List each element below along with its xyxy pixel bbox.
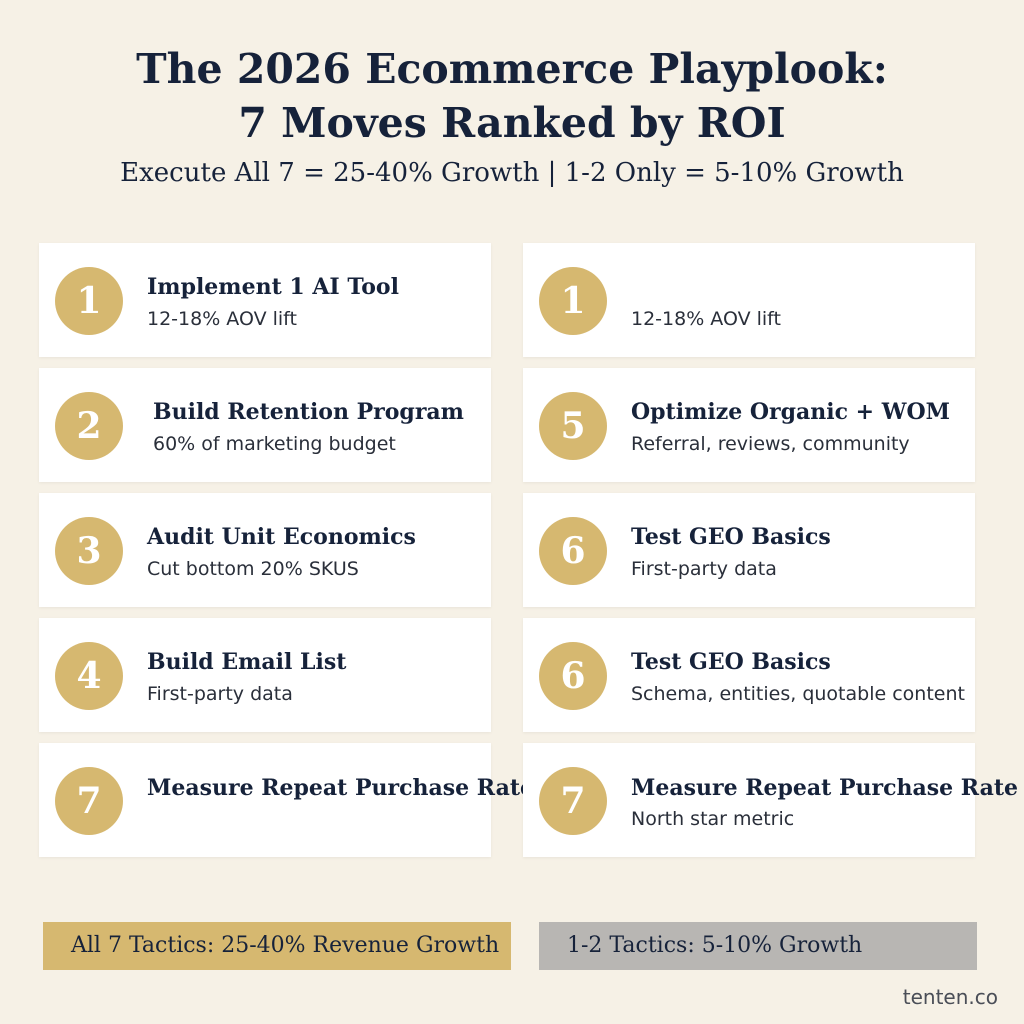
tactic-card-left-1: 1 Implement 1 AI Tool 12-18% AOV lift <box>39 243 491 357</box>
rank-badge: 7 <box>539 767 607 835</box>
tactic-description: 12-18% AOV lift <box>631 308 781 330</box>
rank-badge: 5 <box>539 392 607 460</box>
rank-badge: 4 <box>55 642 123 710</box>
title-line-2: 7 Moves Ranked by ROI <box>238 99 786 147</box>
tactic-title: Audit Unit Economics <box>147 524 416 550</box>
tactic-card-right-4: 6 Test GEO Basics Schema, entities, quot… <box>523 618 975 732</box>
tactic-card-left-4: 4 Build Email List First-party data <box>39 618 491 732</box>
tactic-description: 12-18% AOV lift <box>147 308 297 330</box>
tactic-card-left-3: 3 Audit Unit Economics Cut bottom 20% SK… <box>39 493 491 607</box>
tactic-description: Referral, reviews, community <box>631 433 910 455</box>
tactic-title: Implement 1 AI Tool <box>147 274 399 300</box>
tactic-card-right-1: 1 12-18% AOV lift <box>523 243 975 357</box>
tactic-title: Optimize Organic + WOM <box>631 399 950 425</box>
tactic-title: Test GEO Basics <box>631 524 831 550</box>
rank-badge: 2 <box>55 392 123 460</box>
tactic-description: Cut bottom 20% SKUS <box>147 558 359 580</box>
tactic-description: First-party data <box>147 683 293 705</box>
page-subtitle: Execute All 7 = 25-40% Growth | 1-2 Only… <box>120 158 904 188</box>
tactic-title: Test GEO Basics <box>631 649 831 675</box>
tactic-title: Measure Repeat Purchase Rate <box>631 775 1018 801</box>
tactic-title: Build Email List <box>147 649 347 675</box>
tactic-card-right-5: 7 Measure Repeat Purchase Rate North sta… <box>523 743 1018 857</box>
tactic-title: Build Retention Program <box>153 399 464 425</box>
rank-badge: 1 <box>55 267 123 335</box>
rank-badge: 1 <box>539 267 607 335</box>
tactic-description: First-party data <box>631 558 777 580</box>
tactic-description: 60% of marketing budget <box>153 433 396 455</box>
tactic-card-left-5: 7 Measure Repeat Purchase Rate <box>39 743 534 857</box>
rank-badge: 7 <box>55 767 123 835</box>
tactic-description: Schema, entities, quotable content <box>631 683 965 705</box>
tactic-title: Measure Repeat Purchase Rate <box>147 775 534 801</box>
page-title: The 2026 Ecommerce Playplook: 7 Moves Ra… <box>0 42 1024 150</box>
tactic-card-right-3: 6 Test GEO Basics First-party data <box>523 493 975 607</box>
tactic-card-left-2: 2 Build Retention Program 60% of marketi… <box>39 368 491 482</box>
tactic-card-right-2: 5 Optimize Organic + WOM Referral, revie… <box>523 368 975 482</box>
tactic-description: North star metric <box>631 808 795 830</box>
rank-badge: 3 <box>55 517 123 585</box>
rank-badge: 6 <box>539 517 607 585</box>
title-line-1: The 2026 Ecommerce Playplook: <box>136 45 888 93</box>
brand-footer: tenten.co <box>902 985 998 1009</box>
all-tactics-banner: All 7 Tactics: 25-40% Revenue Growth <box>43 922 511 970</box>
few-tactics-banner: 1-2 Tactics: 5-10% Growth <box>539 922 977 970</box>
rank-badge: 6 <box>539 642 607 710</box>
